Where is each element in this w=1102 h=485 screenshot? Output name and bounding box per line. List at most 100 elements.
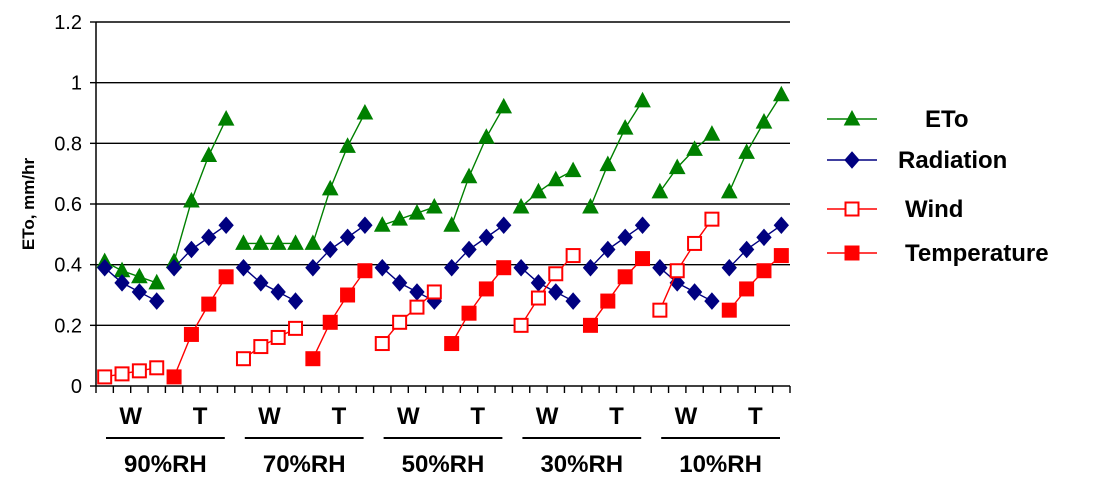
legend-label: ETo: [925, 106, 969, 133]
group-label: 30%RH: [540, 451, 623, 478]
wind-point: [97, 369, 113, 385]
radiation-line: [451, 224, 505, 269]
eto-point: [408, 204, 426, 220]
radiation-line: [520, 267, 574, 302]
temperature-line: [173, 276, 227, 378]
eto-point: [443, 216, 461, 232]
radiation-line: [104, 267, 158, 302]
temperature-point: [756, 263, 772, 279]
radiation-point: [166, 258, 182, 277]
temperature-point: [444, 336, 460, 352]
series-radiation: [97, 216, 789, 310]
temperature-point: [340, 287, 356, 303]
wind-line: [381, 291, 435, 344]
eto-point: [391, 210, 408, 226]
eto-point: [200, 146, 218, 162]
radiation-point: [97, 258, 113, 277]
subgroup-label: W: [675, 403, 698, 430]
eto-point: [755, 113, 773, 129]
radiation-point: [114, 274, 130, 292]
radiation-point: [357, 216, 373, 234]
subgroup-label: T: [332, 403, 347, 430]
eto-point: [373, 216, 391, 232]
temperature-point: [201, 296, 217, 312]
wind-point: [253, 339, 269, 355]
temperature-point: [322, 314, 338, 330]
eto-point: [425, 197, 443, 214]
eto-point: [668, 158, 686, 175]
eto-point: [217, 110, 235, 126]
wind-point: [114, 366, 130, 382]
eto-point: [269, 234, 287, 250]
wind-point: [687, 235, 703, 251]
eto-point: [339, 137, 356, 153]
eto-point: [547, 170, 565, 187]
eto-point: [131, 267, 148, 284]
eto-point: [148, 273, 166, 290]
radiation-point: [548, 283, 564, 301]
legend-marker: [844, 201, 860, 217]
radiation-point: [582, 258, 599, 277]
eto-line: [728, 94, 782, 193]
radiation-point: [617, 228, 633, 247]
wind-point: [652, 302, 668, 318]
radiation-point: [721, 258, 737, 277]
radiation-point: [634, 216, 651, 234]
group-label: 50%RH: [402, 451, 485, 478]
subgroup-label: W: [258, 403, 281, 430]
y-tick-label: 0: [71, 376, 82, 398]
radiation-point: [530, 274, 547, 292]
wind-line: [104, 367, 157, 378]
eto-line: [589, 100, 644, 208]
legend-marker: [844, 245, 860, 261]
eto-point: [304, 234, 322, 250]
radiation-point: [773, 216, 789, 234]
eto-line: [312, 112, 366, 244]
eto-line: [173, 118, 227, 262]
temperature-point: [582, 317, 598, 333]
eto-point: [183, 191, 200, 208]
temperature-line: [312, 270, 366, 360]
wind-point: [288, 320, 304, 336]
temperature-point: [773, 248, 789, 264]
legend-label: Wind: [905, 196, 963, 223]
subgroup-label: W: [536, 403, 559, 430]
legend-label: Temperature: [905, 240, 1049, 267]
eto-point: [356, 103, 374, 120]
legend-item-temperature: Temperature: [827, 240, 1049, 267]
subgroup-label: W: [119, 403, 142, 430]
temperature-point: [218, 269, 234, 285]
eto-point: [599, 155, 617, 172]
group-label: 10%RH: [679, 451, 762, 478]
x-group-labels: W T 90%RH W T 70%RH W T 50%RH W T 30%RH W T 10%RH: [106, 403, 780, 478]
temperature-line: [451, 267, 505, 344]
radiation-point: [131, 283, 148, 301]
radiation-point: [409, 283, 425, 301]
eto-point: [530, 182, 547, 199]
wind-point: [565, 248, 581, 264]
radiation-point: [738, 240, 755, 259]
series-eto: [96, 85, 790, 290]
radiation-point: [513, 258, 529, 277]
radiation-line: [173, 224, 227, 269]
temperature-point: [166, 369, 182, 385]
radiation-point: [149, 292, 165, 310]
temperature-point: [739, 281, 755, 297]
eto-line: [382, 206, 435, 226]
eto-point: [616, 119, 634, 135]
eto-point: [738, 143, 755, 159]
wind-point: [149, 360, 165, 376]
subgroup-label: T: [748, 403, 763, 430]
legend-item-wind: Wind: [827, 196, 963, 223]
radiation-point: [391, 274, 408, 292]
y-axis-title: ETo, mm/hr: [19, 157, 38, 250]
wind-point: [409, 299, 425, 315]
subgroup-label: T: [193, 403, 208, 430]
radiation-point: [218, 216, 234, 234]
temperature-point: [478, 281, 494, 297]
wind-line: [520, 255, 574, 326]
radiation-point: [183, 240, 200, 259]
eto-point: [495, 97, 513, 114]
eto-point: [703, 125, 721, 141]
